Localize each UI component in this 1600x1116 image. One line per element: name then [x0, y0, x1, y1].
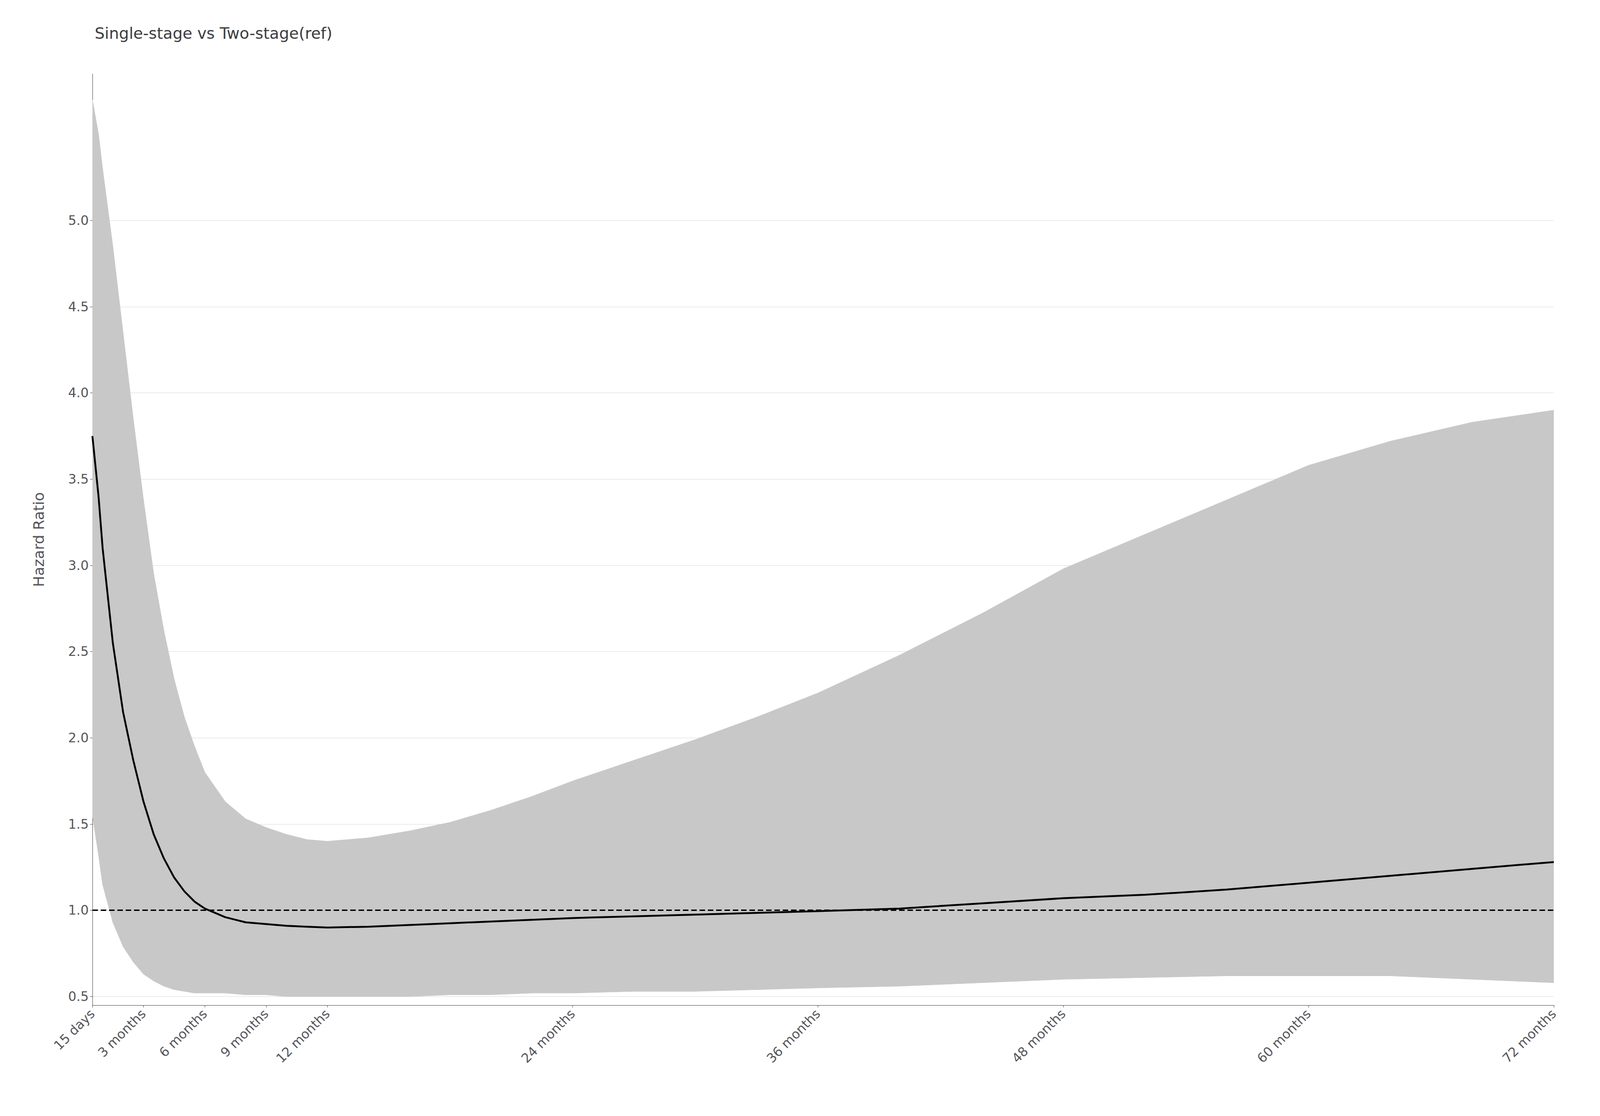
svg-text:4.5: 4.5	[67, 299, 89, 315]
svg-text:5.0: 5.0	[67, 212, 89, 229]
svg-text:3.5: 3.5	[67, 471, 89, 487]
svg-text:1.5: 1.5	[67, 816, 89, 833]
svg-text:3.0: 3.0	[67, 558, 89, 574]
svg-text:36 months: 36 months	[763, 1006, 824, 1066]
svg-text:60 months: 60 months	[1253, 1006, 1314, 1066]
svg-text:1.0: 1.0	[67, 902, 89, 919]
svg-text:9 months: 9 months	[217, 1006, 272, 1061]
svg-text:72 months: 72 months	[1499, 1006, 1559, 1066]
svg-text:0.5: 0.5	[67, 989, 89, 1005]
svg-text:6 months: 6 months	[156, 1006, 211, 1061]
svg-text:Single-stage vs Two-stage(ref): Single-stage vs Two-stage(ref)	[94, 24, 333, 43]
svg-text:3 months: 3 months	[95, 1006, 150, 1061]
svg-text:15 days: 15 days	[50, 1006, 98, 1054]
svg-text:2.5: 2.5	[67, 644, 89, 660]
svg-text:4.0: 4.0	[67, 385, 89, 401]
svg-text:Hazard Ratio: Hazard Ratio	[30, 492, 48, 587]
svg-text:24 months: 24 months	[518, 1006, 578, 1066]
svg-text:48 months: 48 months	[1009, 1006, 1069, 1066]
svg-text:2.0: 2.0	[67, 730, 89, 746]
svg-text:12 months: 12 months	[273, 1006, 333, 1066]
